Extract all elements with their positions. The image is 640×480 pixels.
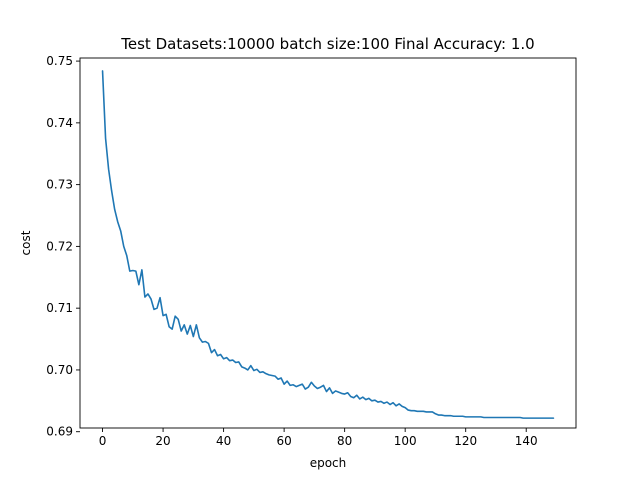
series-line-0 [101, 70, 555, 419]
y-tick-label: 0.69 [46, 425, 73, 439]
plot-frame [79, 57, 577, 429]
x-tick-label: 100 [394, 434, 417, 448]
y-axis-label: cost [19, 230, 33, 255]
y-tick-label: 0.74 [46, 116, 73, 130]
chart-title: Test Datasets:10000 batch size:100 Final… [120, 35, 534, 53]
x-tick-label: 140 [515, 434, 538, 448]
plot-area [80, 58, 576, 428]
chart-marks: 0 20 40 60 80 100 120 140 0.69 0.70 0.71 0.72 0.73 0.… [46, 54, 577, 448]
x-tick-label: 60 [276, 434, 291, 448]
x-tick-label: 120 [454, 434, 477, 448]
y-tick-label: 0.71 [46, 301, 73, 315]
y-tick-label: 0.75 [46, 54, 73, 68]
x-tick-label: 40 [216, 434, 231, 448]
x-axis-label: epoch [310, 456, 347, 470]
x-tick-label: 80 [337, 434, 352, 448]
y-tick-label: 0.70 [46, 363, 73, 377]
y-tick-label: 0.73 [46, 178, 73, 192]
y-tick-label: 0.72 [46, 239, 73, 253]
x-tick-label: 0 [99, 434, 107, 448]
x-tick-label: 20 [155, 434, 170, 448]
